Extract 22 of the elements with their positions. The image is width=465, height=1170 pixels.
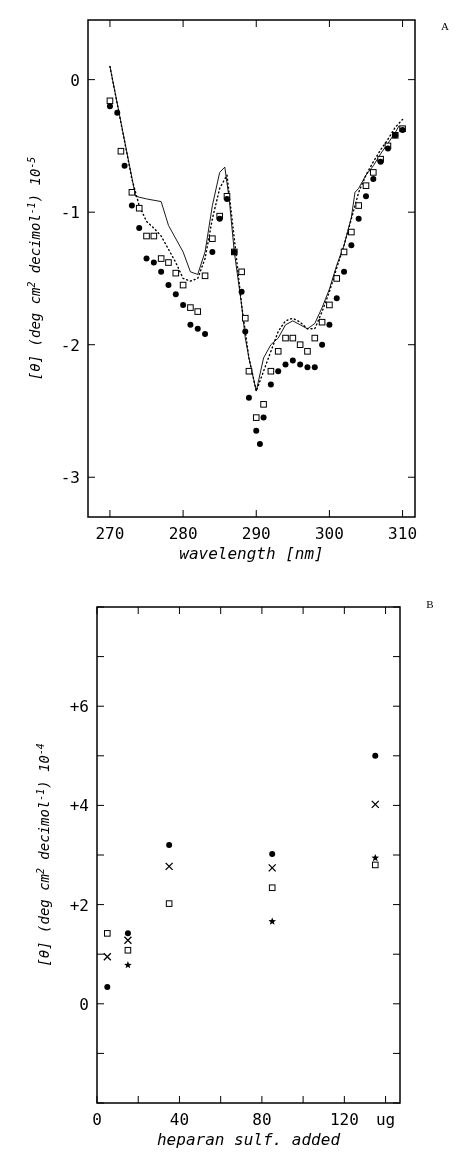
x-tick-label: 270 [95, 524, 125, 543]
x-tick-label: 80 [252, 1110, 272, 1129]
x-tick-label: 0 [92, 1110, 102, 1129]
x-tick-label: 310 [388, 524, 418, 543]
y-tick-label: 0 [79, 994, 89, 1014]
y-tick-label: -2 [60, 335, 80, 355]
x-tick-label: 300 [314, 524, 344, 543]
x-tick-label: ug [375, 1110, 396, 1129]
y-tick-label: +6 [69, 697, 89, 717]
y-tick-label: 0 [70, 70, 80, 90]
x-axis-title: heparan sulf. added [156, 1130, 341, 1149]
y-tick-label: -1 [60, 203, 80, 223]
text: B [426, 598, 434, 610]
x-axis-title: wavelength [nm] [179, 544, 324, 563]
x-tick-label: 120 [329, 1110, 359, 1129]
x-tick-label: 40 [169, 1110, 190, 1129]
x-tick-label: 290 [241, 524, 271, 543]
y-tick-label: +4 [69, 796, 89, 816]
y-tick-label: +2 [69, 895, 89, 915]
text: A [441, 20, 450, 32]
y-tick-label: -3 [60, 468, 80, 488]
x-tick-label: 280 [168, 524, 198, 543]
